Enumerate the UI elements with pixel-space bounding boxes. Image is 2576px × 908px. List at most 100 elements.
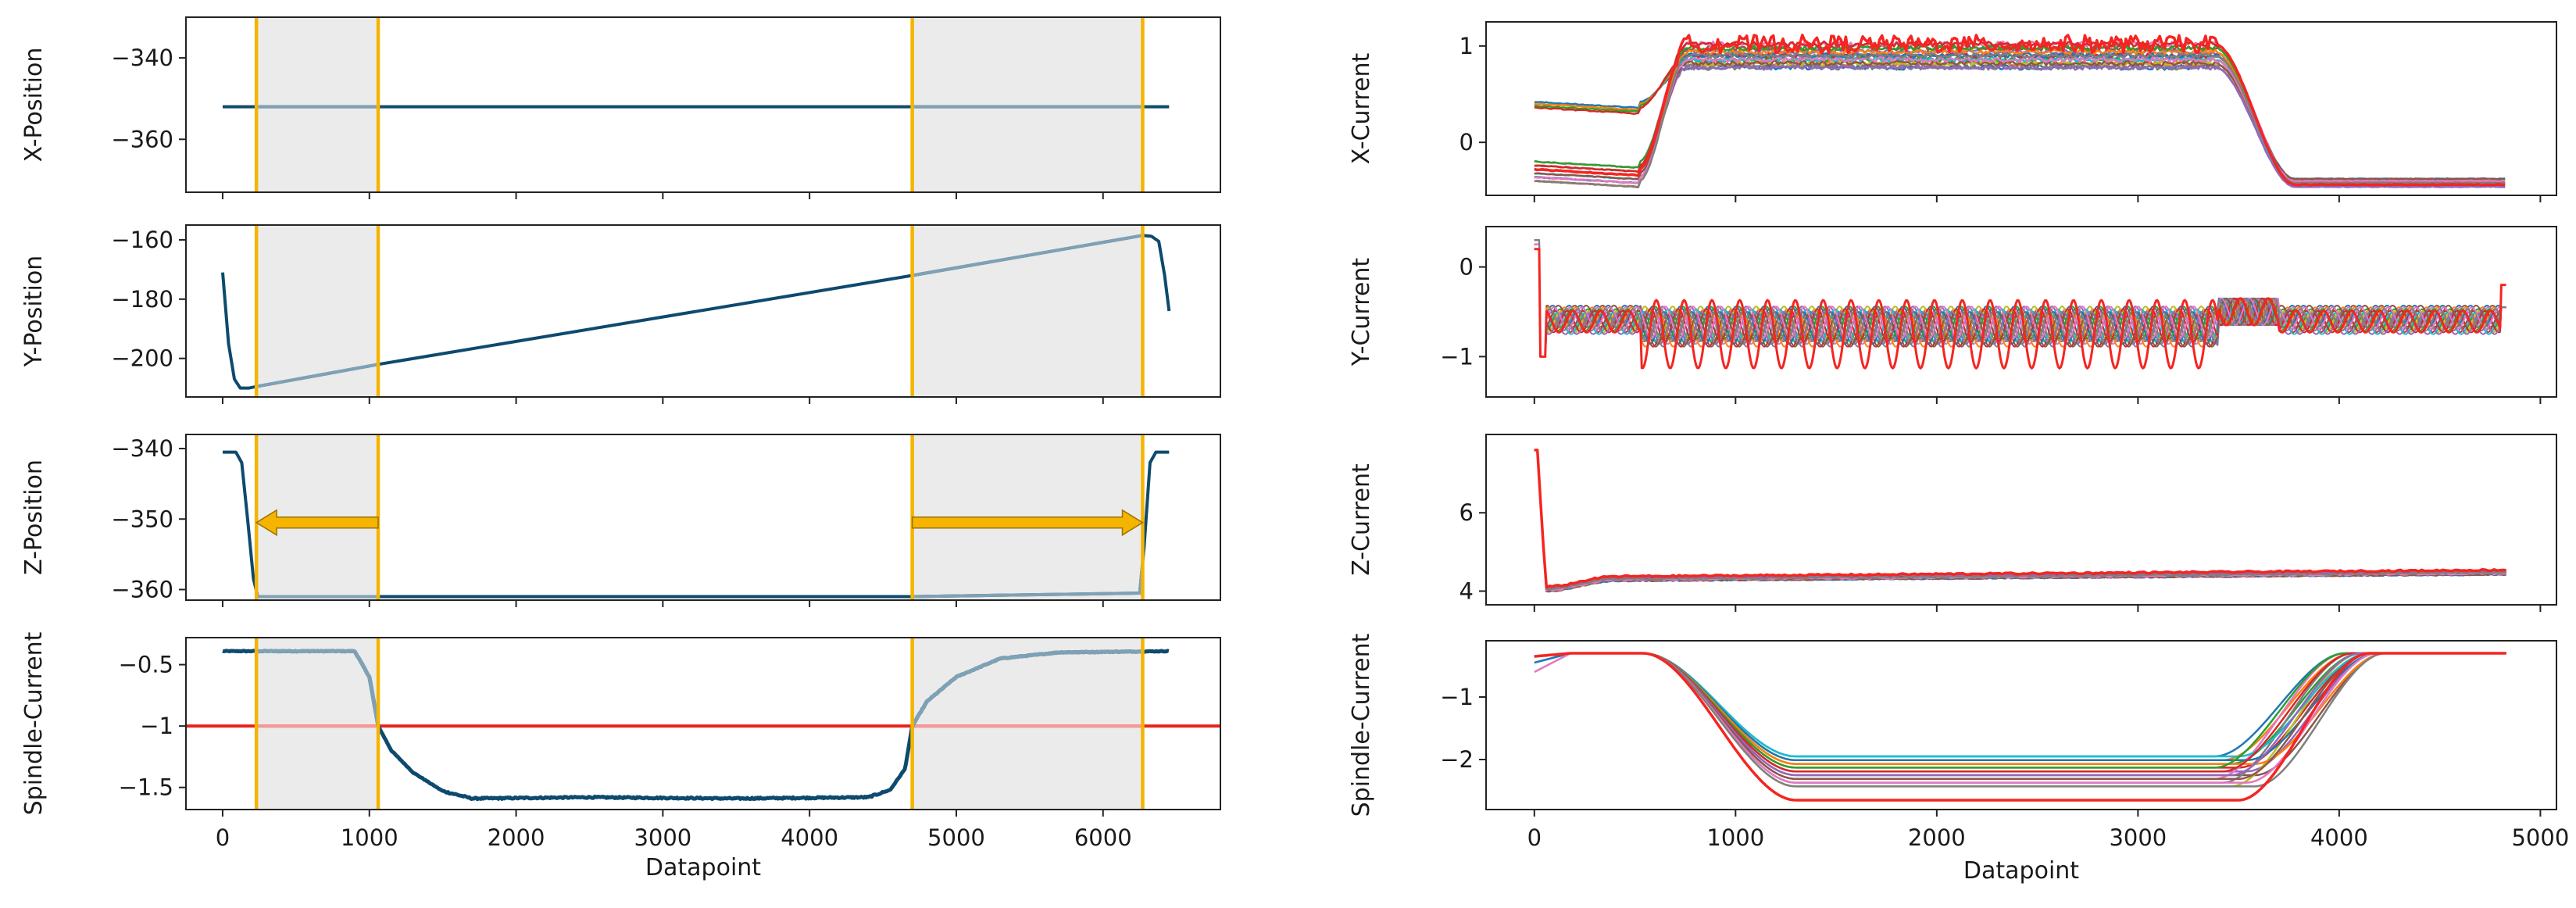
y-axis-label: X-Current: [1348, 52, 1375, 164]
plot-frame: [1485, 226, 2557, 398]
run-line: [1534, 243, 2506, 358]
plot-frame: [185, 16, 1221, 193]
plot-frame: [1485, 434, 2557, 606]
x-tick-label: 0: [1527, 824, 1542, 851]
x-tick-label: 4000: [2310, 824, 2368, 851]
run-line: [1534, 63, 2506, 181]
shaded-region: [256, 17, 379, 192]
direction-arrow: [255, 509, 379, 537]
run-line: [1534, 59, 2506, 187]
run-line: [1534, 248, 2506, 370]
run-line: [1534, 449, 2506, 592]
plot-area: [1534, 652, 2506, 802]
y-tick-label: −360: [111, 126, 173, 152]
y-tick-label: −1: [140, 713, 173, 739]
plot-frame: [185, 637, 1221, 810]
y-tick-label: −360: [111, 576, 173, 602]
run-line: [1534, 59, 2506, 181]
y-tick-label: 0: [1459, 254, 1474, 281]
run-line: [1534, 248, 2506, 358]
y-tick-label: −350: [111, 506, 173, 532]
left-subplot-4: −0.5 −1 −1.5 0 1000 2000 3000 4000 5000 6000 Spind…: [20, 631, 1221, 851]
right-subplot-3: 6 4 Z-Current: [1348, 434, 2557, 612]
run-line: [1534, 449, 2506, 589]
direction-arrow: [911, 509, 1144, 537]
shaded-region: [912, 638, 1143, 810]
plot-frame: [1485, 640, 2557, 810]
y-tick-label: 6: [1459, 499, 1474, 526]
y-tick-label: −1: [1440, 343, 1474, 370]
plot-area: [186, 638, 1220, 810]
shaded-region: [912, 17, 1143, 192]
y-tick-label: −1: [1440, 684, 1474, 710]
y-tick-label: −180: [111, 286, 173, 313]
right-subplot-1: 1 0 X-Current: [1348, 21, 2557, 202]
run-line: [1534, 63, 2506, 188]
y-axis-label: Y-Current: [1348, 258, 1375, 367]
y-tick-label: −160: [111, 227, 173, 253]
y-axis-label: Y-Position: [20, 256, 48, 367]
right-subplot-4: −1 −2 0 1000 2000 3000 4000 5000 Spindle-Current: [1348, 633, 2569, 851]
x-tick-label: 5000: [927, 824, 985, 851]
x-tick-label: 6000: [1074, 824, 1132, 851]
plot-frame: [185, 224, 1221, 398]
x-tick-label: 1000: [341, 824, 398, 851]
x-tick-label: 3000: [634, 824, 691, 851]
run-line: [1534, 449, 2506, 591]
x-axis-label: Datapoint: [1963, 857, 2079, 885]
left-subplot-2: −160 −180 −200 Y-Position: [20, 224, 1221, 404]
plot-area: [1534, 449, 2506, 593]
run-line: [1534, 652, 2506, 802]
run-line: [1534, 449, 2506, 590]
x-tick-label: 0: [216, 824, 230, 851]
y-tick-label: 0: [1459, 129, 1474, 156]
y-axis-label: Z-Current: [1348, 463, 1375, 576]
x-tick-label: 4000: [781, 824, 838, 851]
plot-area: [1534, 34, 2506, 188]
y-axis-label: Z-Position: [20, 459, 48, 575]
run-line: [1534, 52, 2506, 188]
y-tick-label: −2: [1440, 746, 1474, 773]
x-tick-label: 2000: [1908, 824, 1966, 851]
run-line: [1534, 449, 2506, 589]
series-line-shaded: [912, 649, 1143, 738]
plot-area: [223, 434, 1170, 600]
run-line: [1534, 449, 2506, 589]
y-tick-label: −200: [111, 345, 173, 372]
run-line: [1534, 449, 2506, 591]
y-tick-label: 1: [1459, 33, 1474, 59]
run-line: [1534, 243, 2506, 358]
y-tick-label: 4: [1459, 577, 1474, 604]
x-tick-label: 1000: [1706, 824, 1764, 851]
run-line: [1534, 55, 2506, 184]
x-axis-label: Datapoint: [645, 854, 761, 881]
run-line: [1534, 34, 2506, 187]
shaded-region: [912, 225, 1143, 397]
right-subplot-2: 0 −1 Y-Current: [1348, 226, 2557, 404]
left-subplot-3: −340 −350 −360 Z-Position: [20, 434, 1221, 607]
plot-frame: [185, 434, 1221, 601]
plot-area: [223, 17, 1170, 192]
run-line: [1534, 63, 2506, 184]
y-axis-label: Spindle-Current: [20, 631, 48, 815]
run-line: [1534, 449, 2506, 590]
y-tick-label: −0.5: [119, 652, 173, 678]
plot-area: [221, 225, 1171, 397]
x-tick-label: 2000: [488, 824, 545, 851]
shaded-region: [256, 638, 379, 810]
y-tick-label: −340: [111, 435, 173, 462]
run-line: [1534, 239, 2506, 358]
x-tick-label: 5000: [2511, 824, 2569, 851]
run-line: [1534, 652, 2506, 788]
shaded-region: [256, 225, 379, 397]
y-tick-label: −340: [111, 45, 173, 71]
x-tick-label: 3000: [2109, 824, 2167, 851]
plot-frame: [1485, 21, 2557, 196]
run-line: [1534, 449, 2506, 591]
run-line: [1534, 59, 2506, 183]
left-subplot-1: −340 −360 X-Position: [20, 16, 1221, 199]
run-line: [1534, 449, 2506, 592]
plot-area: [1534, 239, 2506, 370]
y-axis-label: X-Position: [20, 48, 48, 163]
